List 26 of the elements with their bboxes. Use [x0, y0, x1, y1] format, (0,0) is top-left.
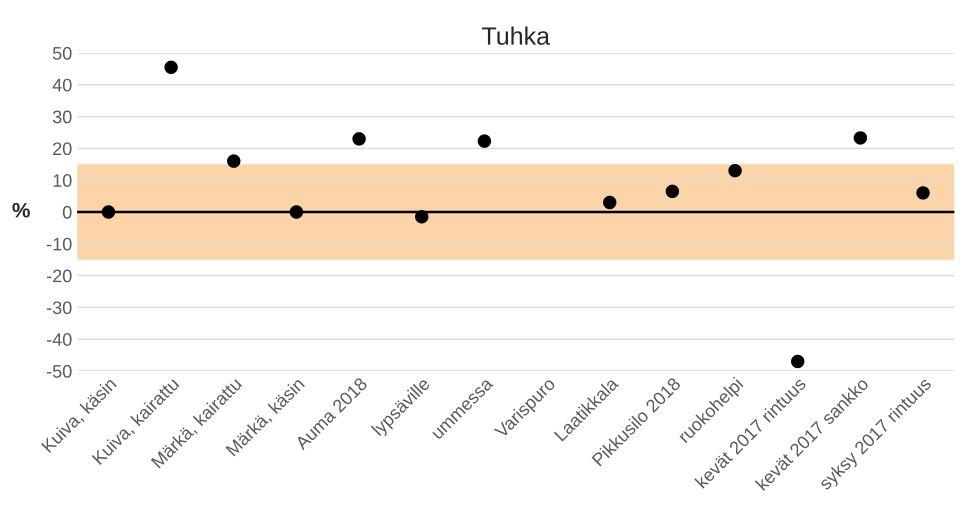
y-tick-label: 50 [52, 46, 72, 60]
point [227, 154, 240, 168]
point [290, 205, 304, 219]
point [791, 354, 804, 368]
point [164, 60, 178, 74]
y-tick-label: -10 [46, 238, 72, 251]
y-tick-label: 0 [62, 206, 72, 219]
point [102, 205, 116, 219]
y-axis-title: % [12, 202, 30, 218]
point [415, 210, 428, 224]
point [728, 164, 742, 178]
y-tick-label: -30 [46, 301, 72, 314]
y-tick-label: -50 [46, 364, 72, 378]
y-tick-label: 40 [52, 78, 72, 92]
y-tick-label: -20 [46, 270, 72, 282]
point [603, 196, 616, 210]
y-tick-label: 20 [53, 142, 72, 156]
point [854, 131, 868, 145]
point [352, 132, 366, 146]
point [478, 134, 492, 148]
chart-title: Tuhka [482, 26, 550, 45]
point [666, 184, 680, 198]
y-tick-label: 30 [52, 110, 72, 124]
y-tick-label: -40 [46, 333, 72, 346]
y-tick-label: 10 [54, 174, 72, 187]
point [916, 186, 930, 200]
